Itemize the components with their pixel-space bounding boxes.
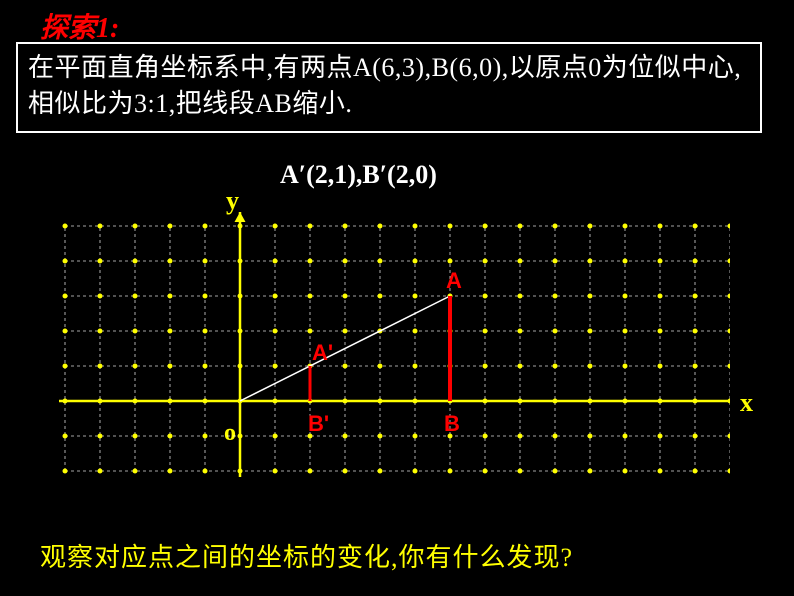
question-text: 观察对应点之间的坐标的变化,你有什么发现?: [40, 537, 573, 574]
x-axis-label: x: [740, 388, 753, 418]
problem-statement-box: 在平面直角坐标系中,有两点A(6,3),B(6,0),以原点0为位似中心,相似比…: [16, 42, 762, 133]
section-title: 探索1:: [40, 6, 119, 46]
point-B-prime-label: B': [308, 411, 329, 437]
problem-statement-text: 在平面直角坐标系中,有两点A(6,3),B(6,0),以原点0为位似中心,相似比…: [28, 53, 741, 118]
answer-text: A′(2,1),B′(2,0): [280, 160, 437, 190]
point-A-label: A: [446, 268, 462, 294]
point-A-prime-label: A': [312, 340, 333, 366]
coordinate-chart: [50, 206, 730, 486]
point-B-label: B: [444, 411, 460, 437]
